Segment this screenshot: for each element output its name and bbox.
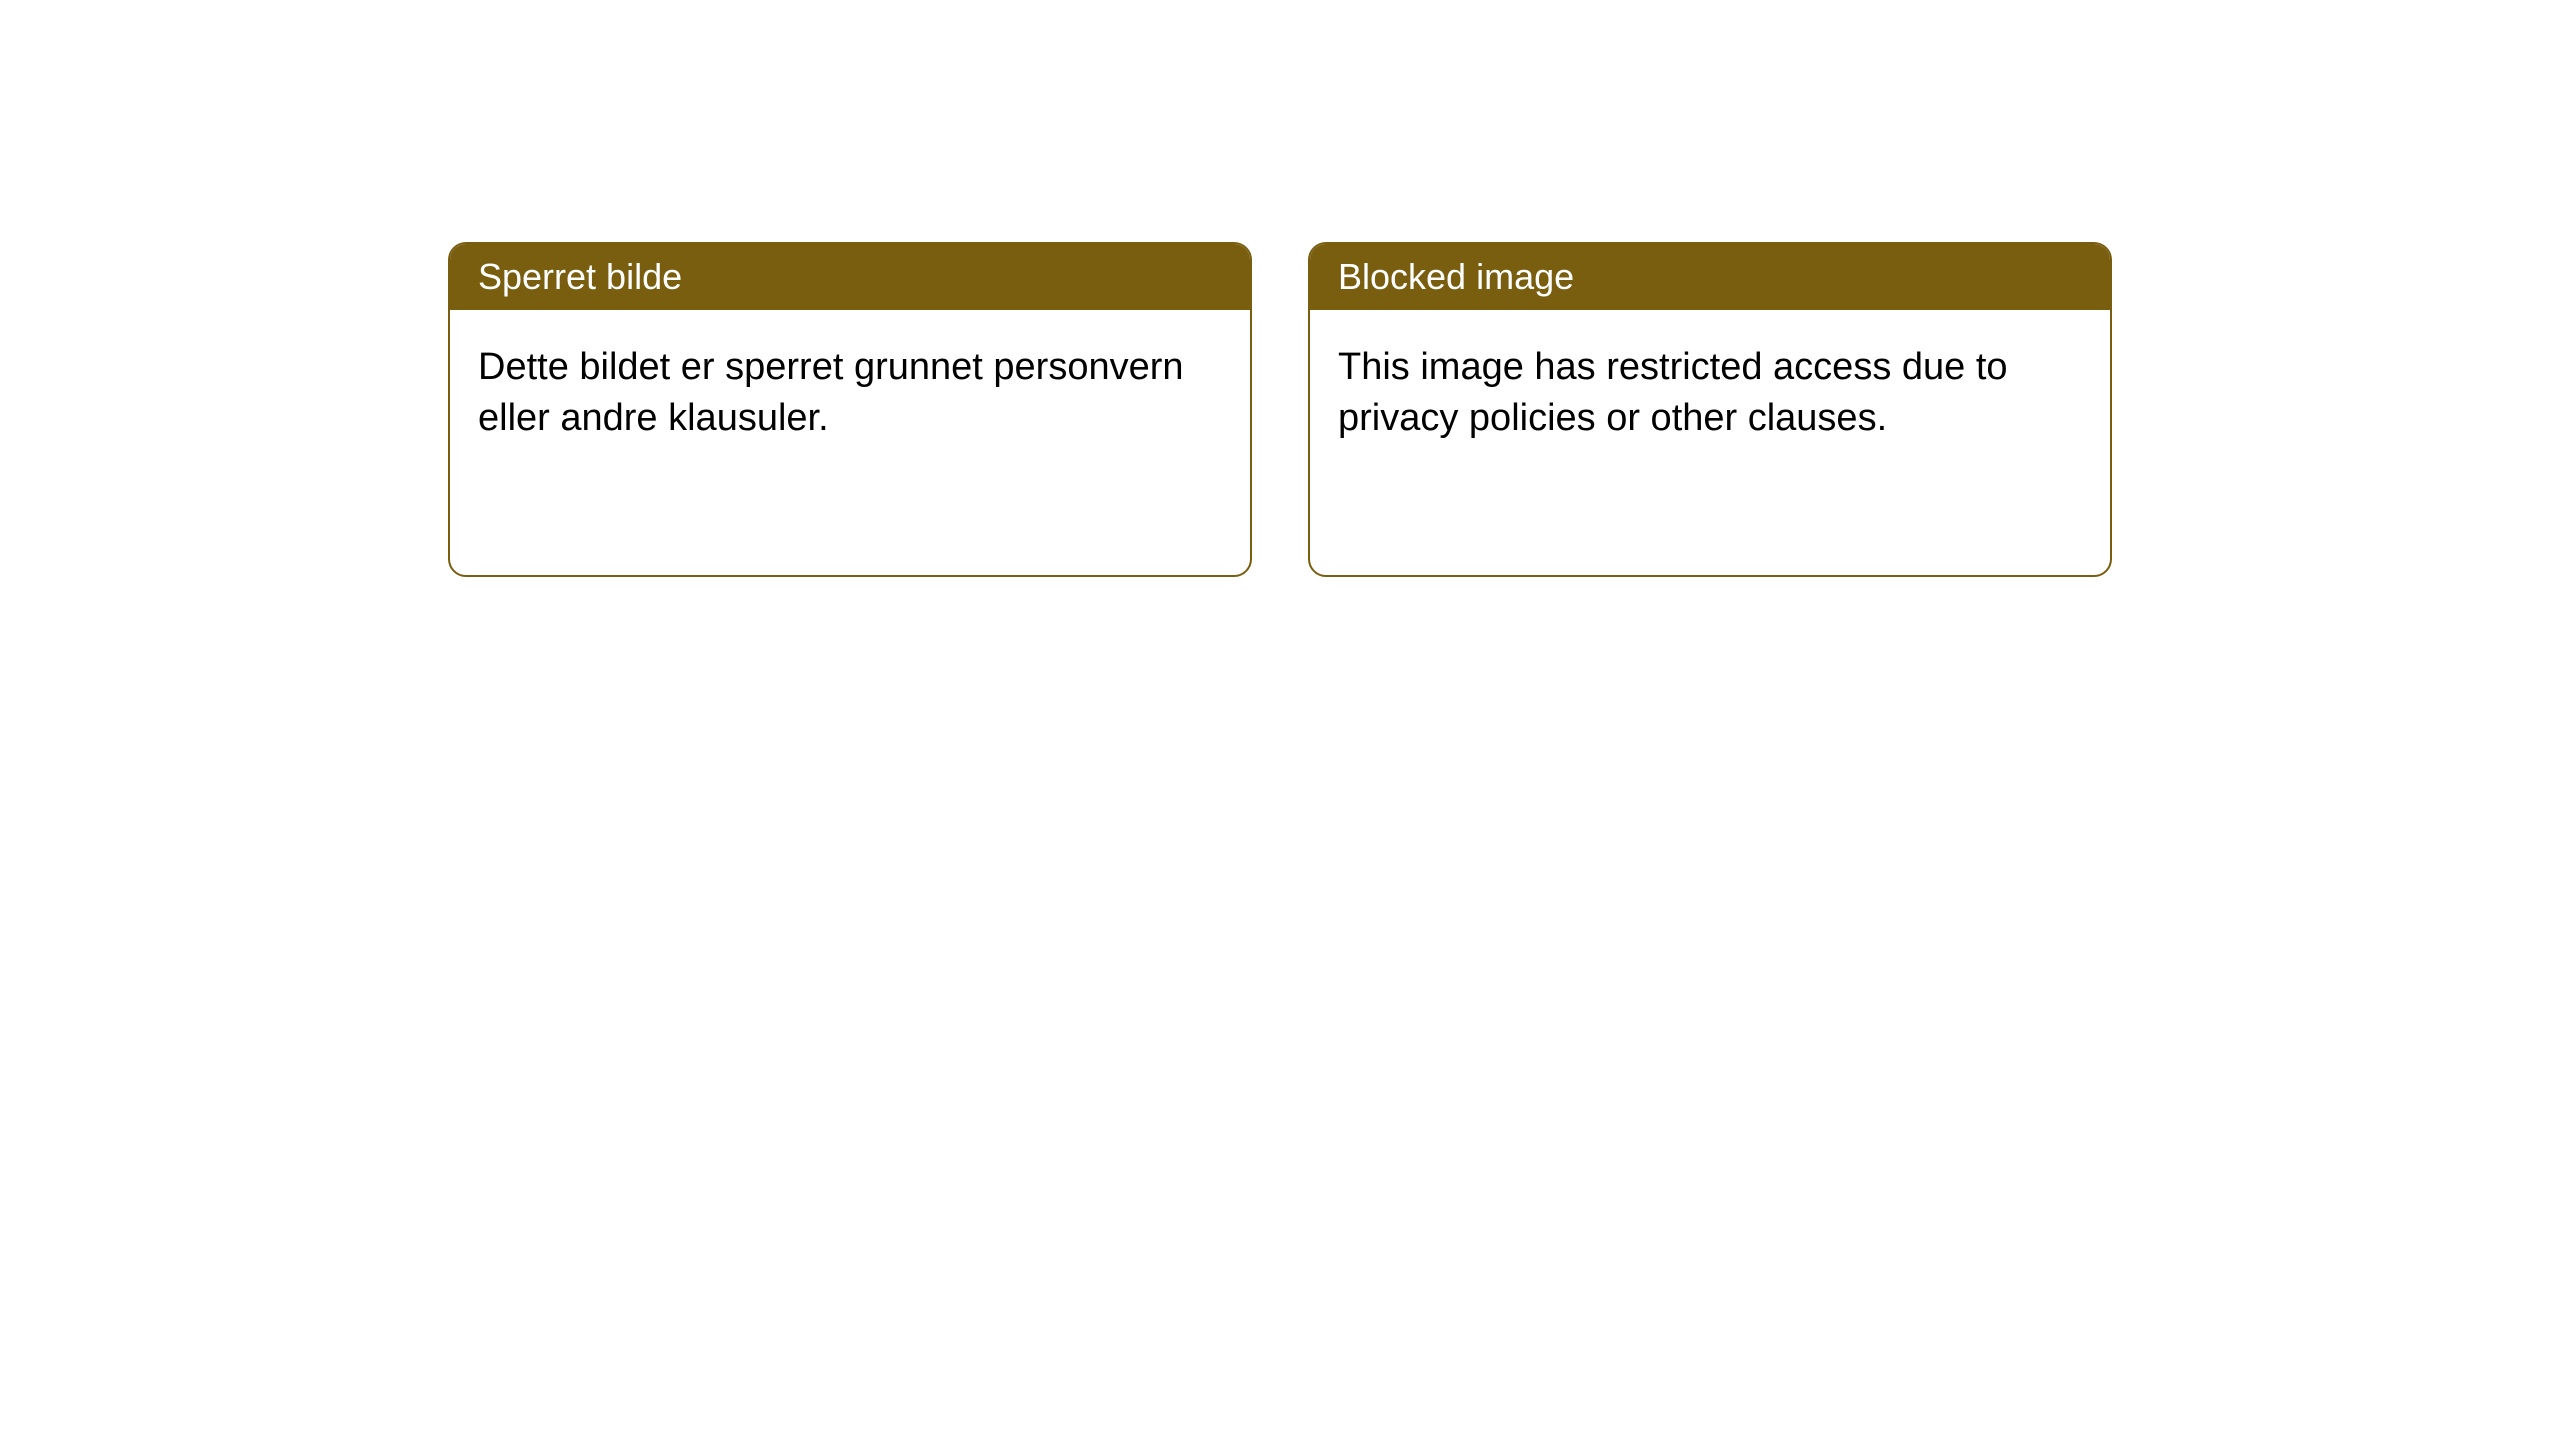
card-body: This image has restricted access due to … [1310, 310, 2110, 477]
card-body: Dette bildet er sperret grunnet personve… [450, 310, 1250, 477]
card-header: Blocked image [1310, 244, 2110, 310]
card-title: Blocked image [1338, 256, 1574, 297]
notice-card-norwegian: Sperret bilde Dette bildet er sperret gr… [448, 242, 1252, 577]
card-body-text: Dette bildet er sperret grunnet personve… [478, 346, 1184, 439]
card-header: Sperret bilde [450, 244, 1250, 310]
notice-card-english: Blocked image This image has restricted … [1308, 242, 2112, 577]
card-body-text: This image has restricted access due to … [1338, 346, 2008, 439]
card-title: Sperret bilde [478, 256, 682, 297]
notice-container: Sperret bilde Dette bildet er sperret gr… [0, 0, 2560, 577]
